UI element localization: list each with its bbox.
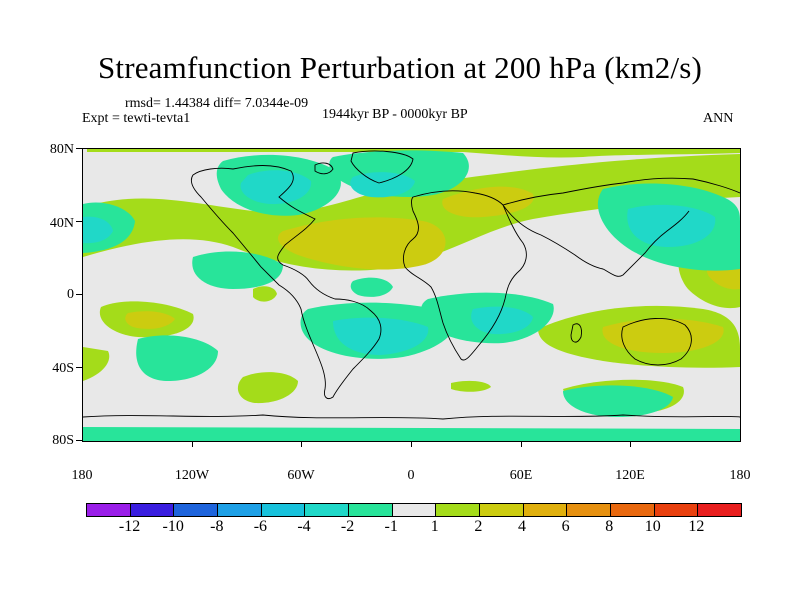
- colorbar-swatch: [174, 504, 219, 516]
- colorbar-label: 8: [605, 518, 614, 535]
- lat-tick: [76, 221, 82, 222]
- lat-label-40n: 40N: [49, 216, 74, 231]
- lat-label-40s: 40S: [52, 361, 74, 376]
- lon-label-60w: 60W: [287, 468, 315, 483]
- lon-label-120w: 120W: [174, 468, 210, 483]
- colorbar-label: 4: [518, 518, 526, 535]
- colorbar-label: -4: [297, 518, 311, 535]
- colorbar-label: -1: [384, 518, 398, 535]
- colorbar-swatch: [261, 504, 306, 516]
- colorbar-label: 6: [561, 518, 570, 535]
- colorbar-label: 1: [430, 518, 439, 535]
- plot-title: Streamfunction Perturbation at 200 hPa (…: [97, 50, 703, 85]
- season-label: ANN: [703, 111, 734, 126]
- colorbar-swatch: [523, 504, 568, 516]
- lat-tick: [76, 440, 82, 441]
- colorbar-swatch: [654, 504, 699, 516]
- colorbar: [86, 503, 742, 517]
- colorbar-label: -8: [210, 518, 224, 535]
- lon-label-60e: 60E: [509, 468, 533, 483]
- colorbar-swatch: [480, 504, 524, 516]
- streamfunction-field: [83, 149, 740, 441]
- lat-tick: [76, 367, 82, 368]
- experiment-label: Expt = tewti-tevta1: [82, 111, 191, 126]
- colorbar-swatch: [130, 504, 175, 516]
- lat-label-80n: 80N: [49, 142, 74, 157]
- period-label: 1944kyr BP - 0000kyr BP: [322, 107, 468, 122]
- colorbar-swatch: [392, 504, 437, 516]
- map-panel: [82, 148, 741, 442]
- lon-label-0: 0: [407, 468, 415, 483]
- colorbar-swatch: [87, 504, 131, 516]
- lon-label-180w: 180: [71, 468, 93, 483]
- colorbar-swatch: [567, 504, 612, 516]
- lon-tick: [301, 441, 302, 447]
- coastlines: [83, 150, 740, 420]
- colorbar-label: -12: [118, 518, 141, 535]
- stats-label: rmsd= 1.44384 diff= 7.0344e-09: [125, 96, 309, 111]
- lon-tick: [630, 441, 631, 447]
- lon-tick: [192, 441, 193, 447]
- lon-label-120e: 120E: [615, 468, 645, 483]
- colorbar-swatch: [698, 504, 742, 516]
- lon-label-180e: 180: [729, 468, 751, 483]
- lon-tick: [521, 441, 522, 447]
- lat-tick: [76, 294, 82, 295]
- colorbar-label: -2: [340, 518, 355, 535]
- colorbar-swatch: [436, 504, 481, 516]
- colorbar-label: 2: [474, 518, 483, 535]
- colorbar-label: 10: [644, 518, 661, 535]
- colorbar-swatch: [611, 504, 655, 516]
- lat-label-eq: 0: [67, 287, 74, 302]
- lat-label-80s: 80S: [52, 433, 74, 448]
- colorbar-label: -6: [253, 518, 268, 535]
- colorbar-label: -10: [162, 518, 184, 535]
- negative-anomaly-regions: [83, 150, 740, 441]
- lon-tick: [411, 441, 412, 447]
- colorbar-swatch: [218, 504, 262, 516]
- colorbar-swatch: [305, 504, 350, 516]
- colorbar-swatch: [349, 504, 393, 516]
- lat-tick: [76, 148, 82, 149]
- colorbar-label: 12: [688, 518, 705, 535]
